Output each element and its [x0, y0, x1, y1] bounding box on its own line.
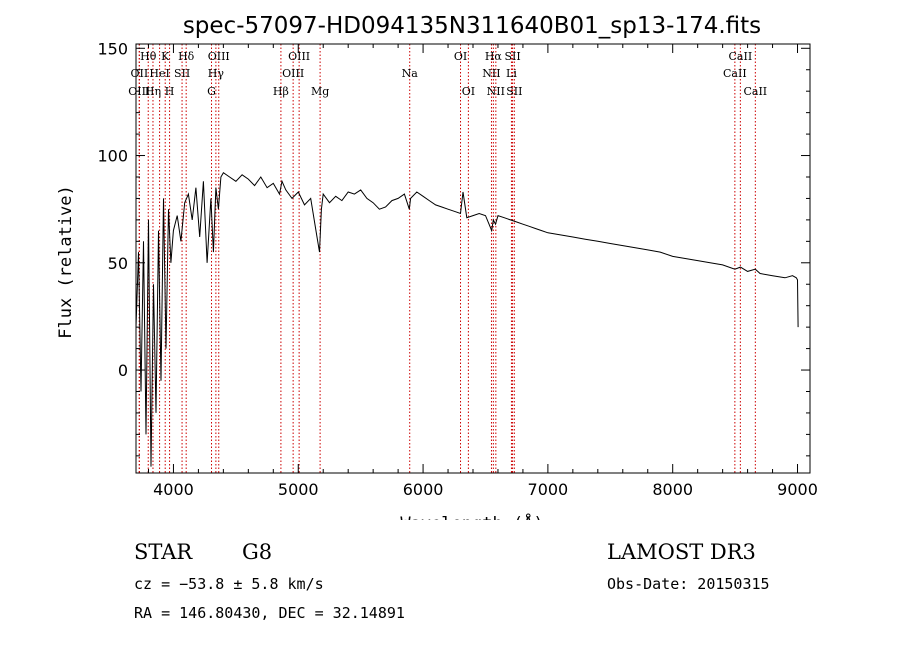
spectral-line-label: Li — [506, 67, 517, 80]
x-tick-label: 4000 — [153, 480, 194, 499]
spectral-lines — [138, 44, 756, 473]
spectral-line-label: OII — [131, 67, 149, 80]
spectral-line-label: Hη — [145, 85, 161, 98]
spectral-line-label: CaII — [743, 85, 767, 98]
x-tick-label: 5000 — [278, 480, 319, 499]
spectral-line-label: K — [161, 50, 170, 63]
spectral-line-label: SII — [504, 50, 520, 63]
y-tick-label: 100 — [97, 147, 128, 166]
x-axis-ticks: 4000 5000 6000 7000 8000 9000 — [147, 44, 818, 499]
spectral-line-label: CaII — [723, 67, 747, 80]
chart-title: spec-57097-HD094135N311640B01_sp13-174.f… — [183, 13, 761, 39]
y-axis-ticks: 0 50 100 150 — [97, 39, 810, 457]
spectral-line-label: OIII — [282, 67, 304, 80]
object-class: STAR — [134, 540, 193, 564]
spectral-line-label: NII — [487, 85, 505, 98]
spectral-line-label: SII — [174, 67, 190, 80]
spectral-line-label: Hθ — [140, 50, 157, 63]
coordinates: RA = 146.80430, DEC = 32.14891 — [134, 604, 405, 622]
redshift-cz: cz = −53.8 ± 5.8 km/s — [134, 575, 324, 593]
spectral-line-label: Hα — [485, 50, 503, 63]
spectral-line-label: HeI — [149, 67, 169, 80]
spectral-line-label: Na — [402, 67, 419, 80]
x-tick-label: 8000 — [652, 480, 693, 499]
spectral-line-label: Hβ — [273, 85, 289, 98]
spectral-line-label: SII — [506, 85, 522, 98]
y-axis-label: Flux (relative) — [56, 185, 76, 339]
plot-frame — [135, 43, 811, 474]
y-tick-label: 0 — [118, 361, 128, 380]
spectral-line-label: Mg — [311, 85, 329, 98]
object-subclass: G8 — [242, 540, 273, 564]
spectral-line-label: Hγ — [208, 67, 225, 80]
y-tick-label: 50 — [108, 254, 128, 273]
spectral-line-label: Hδ — [178, 50, 195, 63]
x-axis-label: Wavelength (Å) — [400, 512, 543, 520]
observation-date: Obs-Date: 20150315 — [607, 575, 770, 593]
survey-name: LAMOST DR3 — [607, 540, 756, 564]
x-tick-label: 7000 — [528, 480, 569, 499]
spectral-line-label: CaII — [729, 50, 753, 63]
spectral-line-label: NII — [482, 67, 500, 80]
spectral-line-label: OIII — [208, 50, 230, 63]
spectral-line-label: G — [207, 85, 216, 98]
spectral-line-label: OI — [462, 85, 475, 98]
x-tick-label: 6000 — [403, 480, 444, 499]
spectral-line-label: OIII — [288, 50, 310, 63]
spectrum-chart: spec-57097-HD094135N311640B01_sp13-174.f… — [56, 13, 818, 520]
x-tick-label: 9000 — [777, 480, 818, 499]
spectrum-series-line — [135, 171, 799, 467]
spectral-line-label: H — [165, 85, 175, 98]
y-tick-label: 150 — [97, 39, 128, 58]
spectral-line-label: OI — [454, 50, 467, 63]
